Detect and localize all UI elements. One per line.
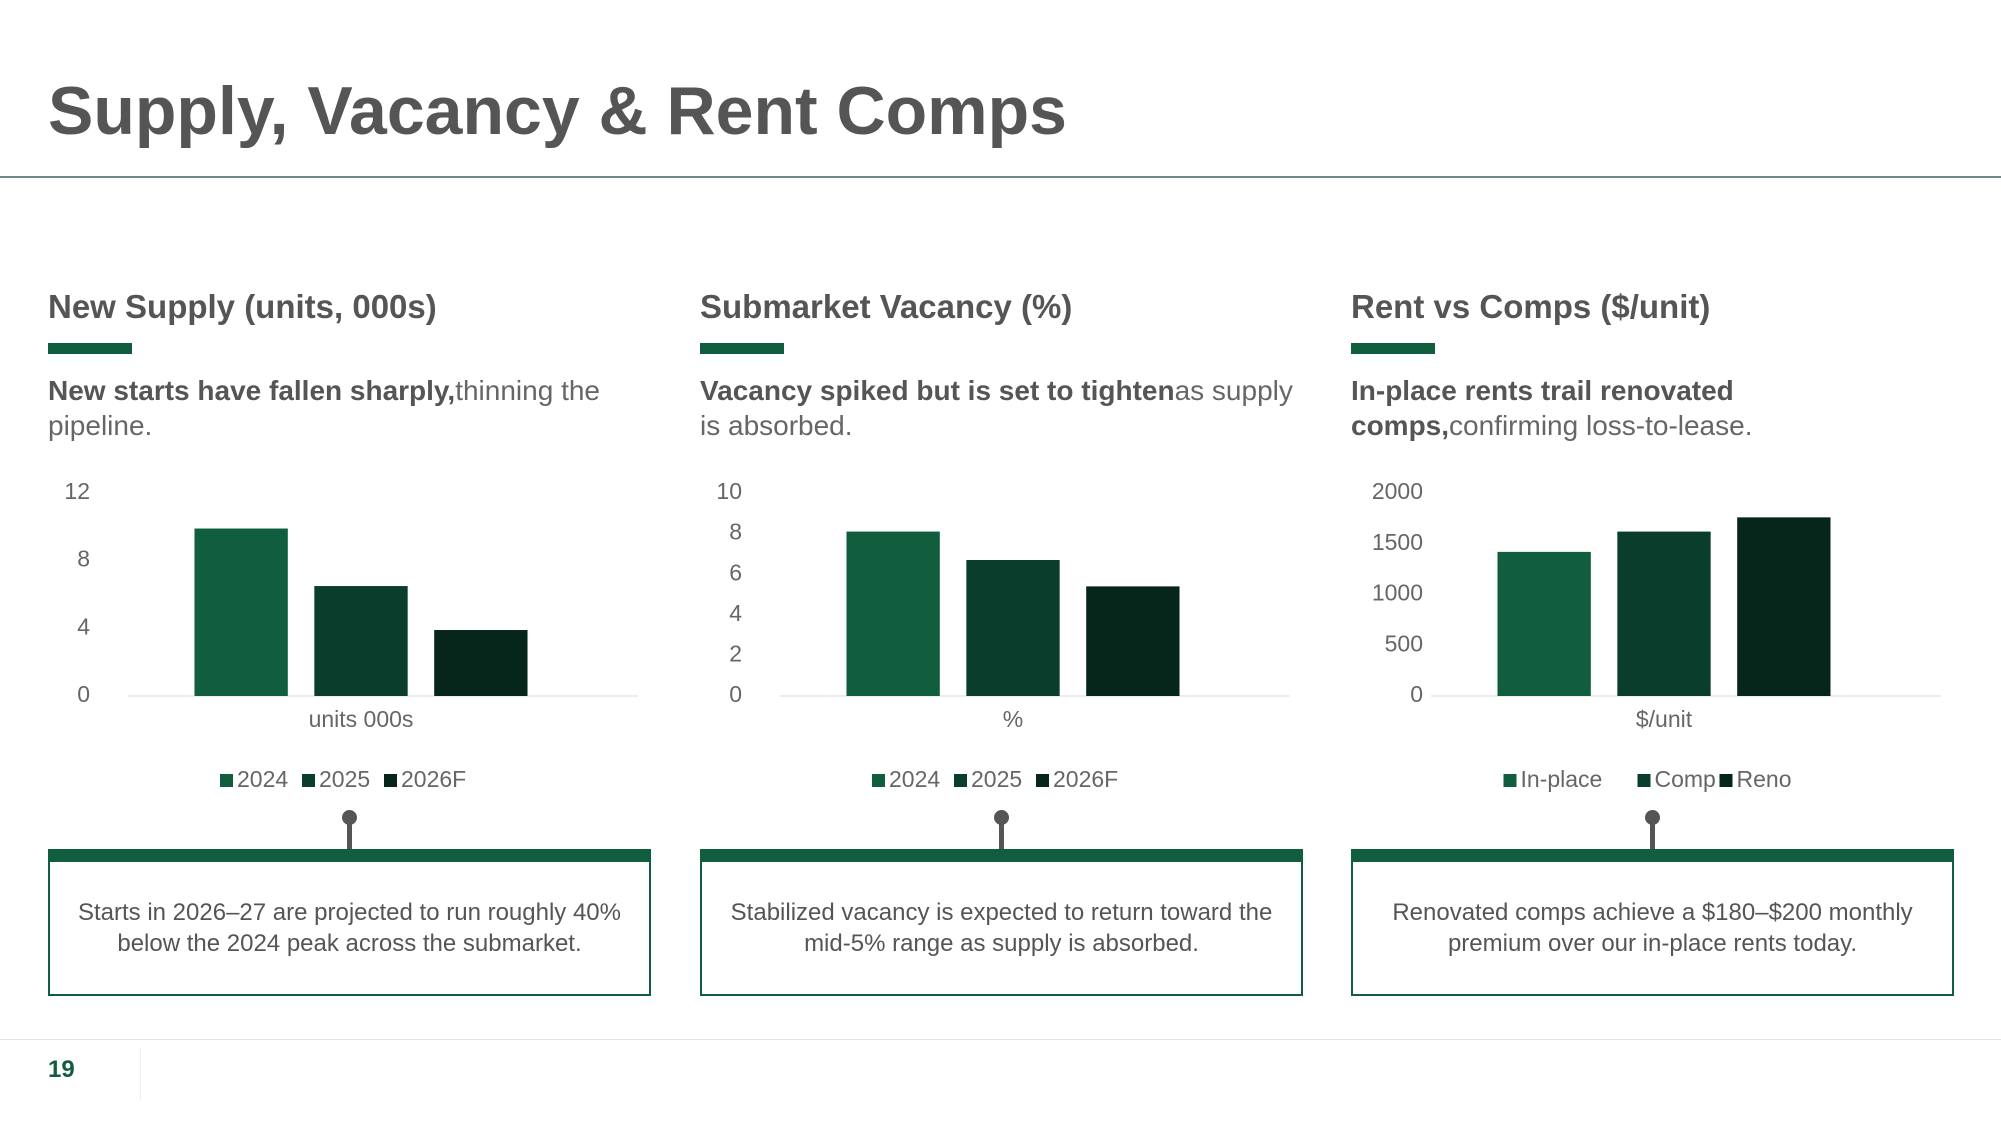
- legend-label: Comp: [1655, 766, 1716, 792]
- legend-swatch: [954, 774, 967, 787]
- y-tick-label: 1000: [1372, 580, 1423, 606]
- title-accent: [700, 343, 784, 354]
- y-tick-label: 4: [729, 600, 742, 626]
- chart: 0 2 4 6 8 10% 2024 2025 2026F: [716, 478, 1290, 792]
- connector-dot: [994, 810, 1009, 825]
- connector-stem: [1650, 820, 1655, 850]
- chart-panel: New Supply (units, 000s) New starts have …: [48, 0, 651, 1010]
- legend-label: 2024: [237, 766, 288, 792]
- y-tick-label: 12: [64, 478, 90, 504]
- y-tick-label: 2: [729, 640, 742, 666]
- bar: [314, 586, 408, 696]
- title-accent: [48, 343, 132, 354]
- subtitle-text: confirming loss-to-lease.: [1449, 410, 1753, 441]
- title-accent: [1351, 343, 1435, 354]
- chart-title: Submarket Vacancy (%): [700, 288, 1073, 325]
- callout-box: Starts in 2026–27 are projected to run r…: [48, 849, 651, 996]
- y-tick-label: 8: [729, 519, 742, 545]
- footer-divider: [140, 1048, 141, 1100]
- connector-dot: [1645, 810, 1660, 825]
- bar: [846, 531, 940, 696]
- chart: 0 500 1000 1500 2000 $/unit In-place Comp Reno: [1372, 478, 1941, 792]
- bar: [194, 528, 288, 696]
- connector-dot: [342, 810, 357, 825]
- page-number: 19: [48, 1056, 75, 1083]
- chart-title: Rent vs Comps ($/unit): [1351, 288, 1711, 325]
- connector-stem: [347, 820, 352, 850]
- callout-text: Starts in 2026–27 are projected to run r…: [77, 899, 621, 957]
- y-tick-label: 0: [77, 681, 90, 707]
- subtitle-text: as supply is absorbed.: [700, 375, 1293, 441]
- y-tick-label: 2000: [1372, 478, 1423, 504]
- title-rule: [0, 176, 2001, 178]
- callout-box: Stabilized vacancy is expected to return…: [700, 849, 1303, 996]
- y-tick-label: 0: [729, 681, 742, 707]
- legend-swatch: [1036, 774, 1049, 787]
- callout-text: Stabilized vacancy is expected to return…: [730, 899, 1273, 957]
- callout-box: Renovated comps achieve a $180–$200 mont…: [1351, 849, 1954, 996]
- subtitle-text: thinning the pipeline.: [48, 375, 600, 441]
- y-tick-label: 8: [77, 546, 90, 572]
- subtitle-bold: Vacancy spiked but is set to tighten: [700, 375, 1175, 406]
- legend-label: Reno: [1737, 766, 1792, 792]
- chart: 0 4 8 12 units 000s 2024 2025 2026F: [64, 478, 638, 792]
- bar: [434, 630, 528, 696]
- chart-title: New Supply (units, 000s): [48, 288, 437, 325]
- connector-stem: [999, 820, 1004, 850]
- callout-text: Renovated comps achieve a $180–$200 mont…: [1392, 899, 1913, 957]
- y-tick-label: 6: [729, 559, 742, 585]
- subtitle-bold: In-place rents trail renovated comps,: [1351, 375, 1734, 441]
- y-tick-label: 1500: [1372, 529, 1423, 555]
- legend-swatch: [1503, 774, 1517, 787]
- bar: [1617, 531, 1711, 696]
- legend-label: 2026F: [401, 766, 466, 792]
- chart-subtitle: Vacancy spiked but is set to tightenas s…: [700, 373, 1300, 443]
- y-tick-label: 0: [1410, 681, 1423, 707]
- subtitle-bold: New starts have fallen sharply,: [48, 375, 456, 406]
- bar: [1086, 586, 1180, 696]
- chart-panel: Submarket Vacancy (%) Vacancy spiked but …: [700, 0, 1303, 1010]
- footer-rule: [0, 1039, 2001, 1040]
- legend-swatch: [302, 774, 315, 787]
- bar: [966, 559, 1060, 696]
- x-tick-label: $/unit: [1636, 706, 1693, 732]
- legend-label: In-place: [1521, 766, 1603, 792]
- chart-subtitle: In-place rents trail renovated comps,con…: [1351, 373, 1951, 443]
- legend-label: 2025: [319, 766, 370, 792]
- x-tick-label: units 000s: [309, 706, 414, 732]
- legend-label: 2024: [889, 766, 940, 792]
- legend-label: 2025: [971, 766, 1022, 792]
- y-tick-label: 4: [77, 613, 90, 639]
- bar: [1497, 551, 1591, 696]
- legend-swatch: [220, 774, 233, 787]
- legend-swatch: [1637, 774, 1651, 787]
- x-tick-label: %: [1003, 706, 1023, 732]
- bar: [1737, 517, 1831, 696]
- legend-swatch: [1719, 774, 1733, 787]
- y-tick-label: 10: [716, 478, 742, 504]
- legend-swatch: [384, 774, 397, 787]
- chart-subtitle: New starts have fallen sharply,thinning …: [48, 373, 648, 443]
- slide-title: Supply, Vacancy & Rent Comps: [48, 73, 1068, 149]
- chart-panel: Rent vs Comps ($/unit) In-place rents tra…: [1351, 0, 1954, 1010]
- y-tick-label: 500: [1385, 630, 1423, 656]
- legend-swatch: [872, 774, 885, 787]
- legend-label: 2026F: [1053, 766, 1118, 792]
